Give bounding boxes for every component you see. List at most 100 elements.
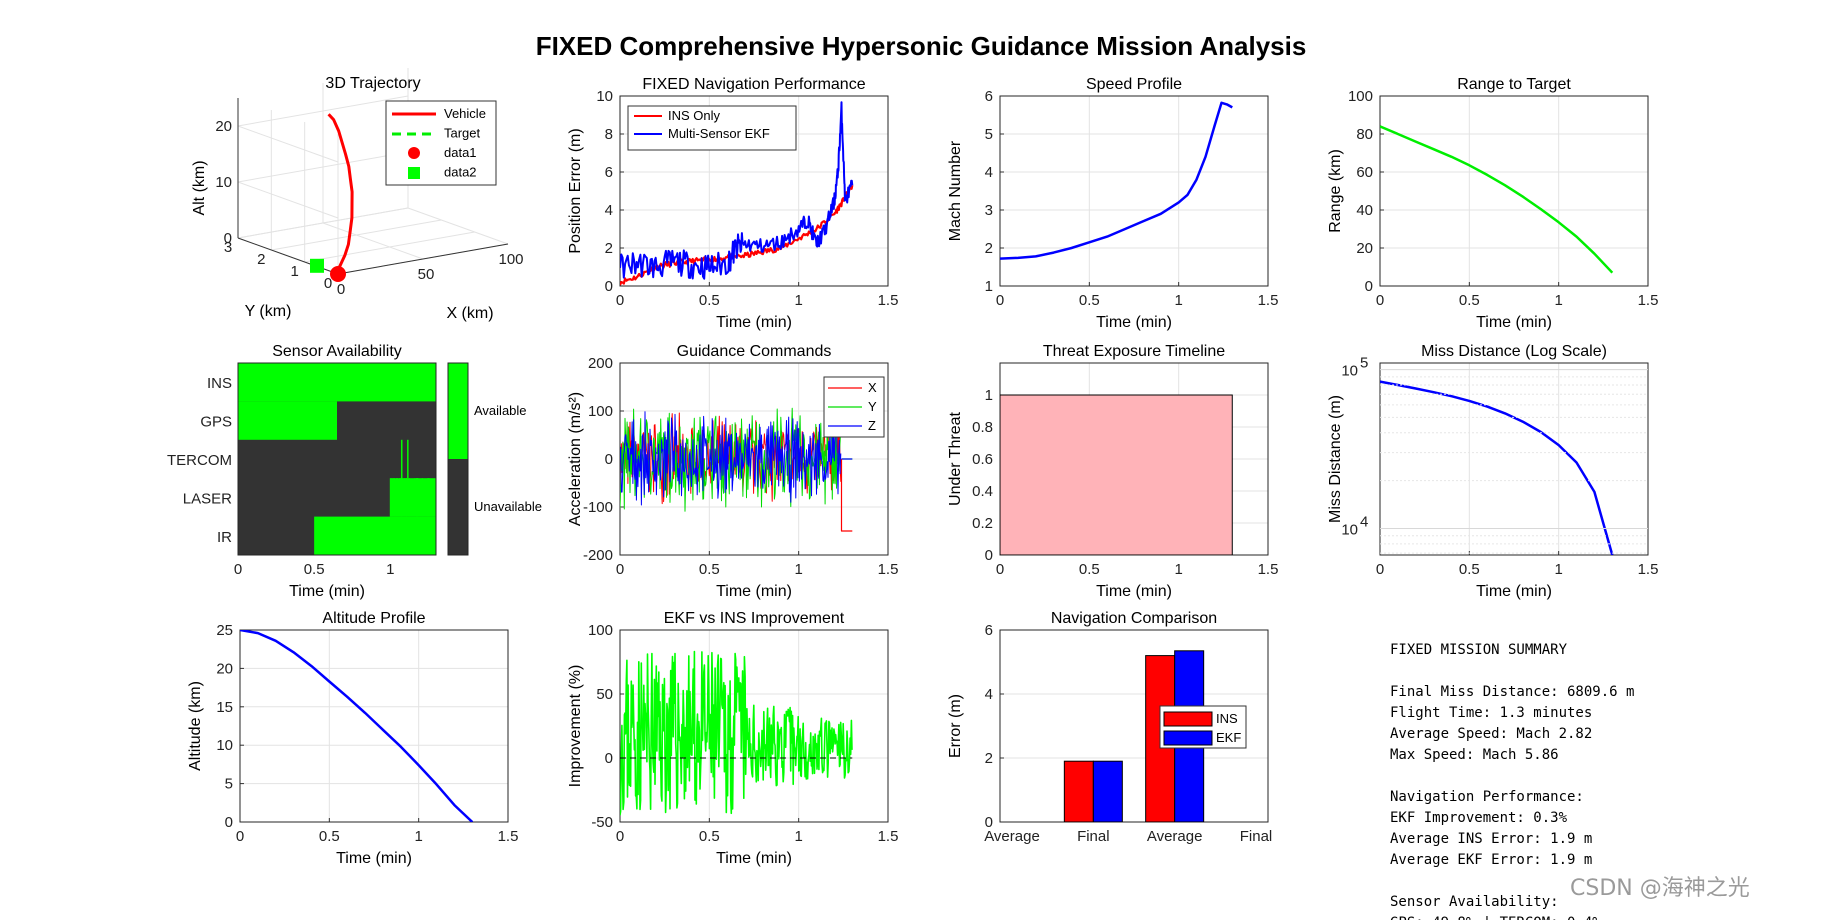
legend-box: [627, 105, 797, 151]
threat-area: [1000, 394, 1233, 555]
y-tick-label: 4: [605, 202, 613, 219]
z-tick-label: 0: [224, 230, 232, 247]
x-axis-label: X (km): [446, 305, 493, 322]
y-tick-label: 0: [225, 814, 233, 831]
x-tick-label: 0: [234, 561, 242, 578]
wall-grid: [237, 125, 339, 163]
x-axis: [337, 243, 509, 275]
x-axis-label: Time (min): [716, 314, 792, 331]
chart-range: 0 0.5 1 1.5 0 20 40 60 80 100 Range to Target Time …: [1327, 76, 1658, 331]
axes-box: [237, 362, 437, 556]
x-tick-label: 1.5: [878, 292, 899, 309]
chart-missdist: 0 0.5 1 1.5 Miss Distance (Log Scale) Time (m…: [1327, 343, 1658, 600]
series-ekf: [620, 101, 854, 280]
y-tick-label: 20: [1356, 240, 1373, 257]
summary-line: Average EKF Error: 1.9 m: [1390, 852, 1592, 868]
chart-speed: 0 0.5 1 1.5 1 2 3 4 5 6 Speed Profile Time (min) Mac…: [947, 76, 1278, 331]
plot-marks: [240, 630, 474, 822]
x-tick-label: 1: [794, 828, 802, 845]
chart-title: EKF vs INS Improvement: [664, 610, 845, 627]
chart-title: Speed Profile: [1086, 76, 1182, 93]
z-tick-label: 20: [215, 118, 232, 135]
x-tick-label: 1: [1174, 561, 1182, 578]
x-tick-label: 1.5: [1638, 561, 1659, 578]
legend-label: data1: [444, 145, 477, 160]
x-tick-label: 0: [1376, 561, 1384, 578]
y-tick-label: -200: [583, 547, 613, 564]
x-tick-label: 1.5: [498, 828, 519, 845]
tail-X: [840, 459, 853, 532]
x-tick-label: 0: [236, 828, 244, 845]
y-tick-label: 5: [225, 776, 233, 793]
chart-title: Miss Distance (Log Scale): [1421, 343, 1607, 360]
y-tick-label: 100: [588, 403, 613, 420]
y-tick-label: 80: [1356, 126, 1373, 143]
vehicle-trajectory: [327, 113, 354, 275]
x-tick-label: 1: [386, 561, 394, 578]
legend-label: data2: [444, 165, 477, 180]
y-tick-label: 0.2: [972, 515, 993, 532]
chart-title: Threat Exposure Timeline: [1043, 343, 1225, 360]
x-axis-label: Time (min): [716, 850, 792, 867]
x-tick-label: 1: [1174, 292, 1182, 309]
axes-box: [999, 629, 1269, 823]
legend-label: INS Only: [668, 108, 721, 123]
y-tick-label: 1: [985, 387, 993, 404]
x-tick-label: Final: [1240, 828, 1273, 845]
chart-title: Altitude Profile: [322, 610, 425, 627]
chart-title: Navigation Comparison: [1051, 610, 1217, 627]
summary-line: Max Speed: Mach 5.86: [1390, 747, 1559, 763]
legend-label: Target: [444, 126, 481, 141]
y-tick-label: 1: [290, 263, 298, 280]
plot-marks: [1380, 125, 1614, 274]
y-tick-label: 2: [985, 240, 993, 257]
y-tick-label: -100: [583, 499, 613, 516]
availability-cell: [400, 439, 403, 479]
legend-label: Multi-Sensor EKF: [668, 126, 770, 141]
chart-guidance: 0 0.5 1 1.5 -200 -100 0 100 200 Guidance Commands…: [567, 343, 898, 600]
legend-swatch: [408, 167, 420, 179]
y-axis-label: Improvement (%): [567, 665, 584, 788]
summary-line: GPS: 49.8% | TERCOM: 0.4%: [1390, 915, 1601, 920]
bar-ins: [1063, 760, 1094, 822]
summary-line: Flight Time: 1.3 minutes: [1390, 705, 1592, 721]
x-axis-label: Time (min): [1096, 583, 1172, 600]
y-tick-label: 4: [985, 686, 993, 703]
mission-summary: FIXED MISSION SUMMARY Final Miss Distance…: [1390, 642, 1634, 920]
chart-title: 3D Trajectory: [325, 75, 420, 92]
y-tick-exponent: 4: [1360, 513, 1368, 530]
chart-threat: 0 0.5 1 1.5 0 0.2 0.4 0.6 0.8 1 Threat Exposure Ti…: [947, 343, 1278, 600]
x-tick-label: 0: [616, 292, 624, 309]
y-axis-label: Mach Number: [947, 140, 964, 241]
series-altitude: [240, 630, 474, 822]
watermark: CSDN @海神之光: [1570, 876, 1750, 901]
z-axis-label: Alt (km): [191, 160, 208, 215]
x-tick-label: 100: [498, 251, 523, 268]
plot-marks: [1000, 101, 1233, 260]
y-tick-label: 100: [1348, 88, 1373, 105]
y-tick-label: 0: [985, 547, 993, 564]
y-axis-label: Acceleration (m/s²): [567, 392, 584, 526]
data2-marker: [310, 258, 324, 273]
y-axis-label: Position Error (m): [567, 128, 584, 253]
x-tick-label: 1.5: [1258, 561, 1279, 578]
legend-label: EKF: [1216, 730, 1241, 745]
y-axis-label: Range (km): [1327, 149, 1344, 233]
y-tick-label: 10: [1341, 363, 1358, 380]
x-axis-label: Time (min): [1096, 314, 1172, 331]
legend-label: Y: [868, 399, 877, 414]
x-tick-label: Average: [984, 828, 1040, 845]
z-tick-label: 10: [215, 174, 232, 191]
series-miss: [1380, 380, 1614, 555]
legend-label: Z: [868, 418, 876, 433]
legend-label: X: [868, 380, 877, 395]
x-tick-label: 0.5: [1079, 292, 1100, 309]
series-range: [1380, 125, 1614, 274]
y-tick-label: 1: [985, 278, 993, 295]
y-tick-label: 100: [588, 622, 613, 639]
plot-area: [1000, 96, 1268, 286]
floor-grid: [407, 207, 509, 245]
chart-title: Range to Target: [1457, 76, 1571, 93]
